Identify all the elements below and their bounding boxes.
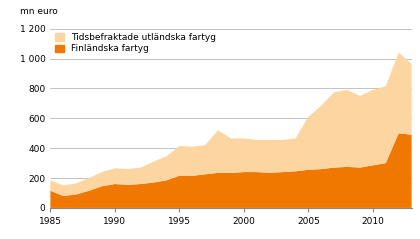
Text: mn euro: mn euro [20,7,58,16]
Legend: Tidsbefraktade utländska fartyg, Finländska fartyg: Tidsbefraktade utländska fartyg, Finländ… [55,33,216,54]
